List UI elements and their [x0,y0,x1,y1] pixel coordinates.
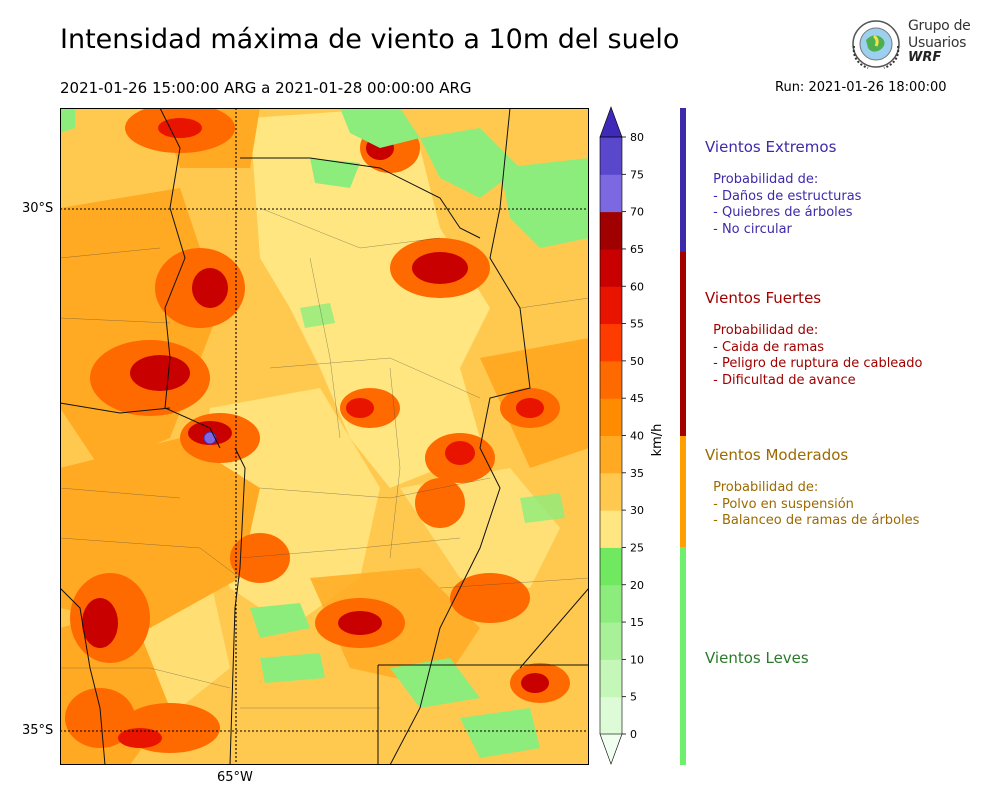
colorbar-extend-low [599,733,623,765]
lon-label-65w: 65°W [217,770,253,785]
desc-line: - Caida de ramas [709,339,825,355]
category-bar-fuertes [680,252,686,436]
colorbar-segment [600,622,622,660]
colorbar-tick-label: 80 [630,131,644,144]
logo-globe-icon [852,20,900,69]
colorbar-segment [600,211,622,250]
colorbar-tick-label: 45 [630,392,644,405]
desc-line: Probabilidad de: [709,172,819,187]
category-bar-moderados [680,436,686,547]
category-desc-extremos: Probabilidad de: - Daños de estructuras … [709,172,861,238]
colorbar-segment [600,286,622,325]
colorbar: 0 5 10 15 20 25 30 35 40 45 50 55 60 65 70 75 80 km/h [599,106,665,765]
colorbar-segment [600,696,622,735]
logo-text-line1: Grupo de [908,18,971,34]
colorbar-tick-label: 30 [630,504,644,517]
colorbar-tick-label: 25 [630,541,644,554]
colorbar-segment [600,137,622,175]
desc-line: - Quiebres de árboles [709,205,853,220]
colorbar-segments [599,106,623,765]
colorbar-segment [600,659,622,698]
colorbar-tick-label: 20 [630,579,644,592]
desc-line: - No circular [709,221,792,237]
lat-label-35s: 35°S [22,723,54,738]
province-borders [60,207,589,709]
lat-label-30s: 30°S [22,201,54,216]
desc-line: - Peligro de ruptura de cableado [709,356,923,371]
map-title: Intensidad máxima de viento a 10m del su… [60,24,680,55]
map-frame [60,108,589,765]
desc-line: - Balanceo de ramas de árboles [709,513,920,528]
category-desc-fuertes: Probabilidad de: - Caida de ramas - Peli… [709,323,922,389]
category-bar-leves [680,547,686,765]
desc-line: Probabilidad de: [709,480,819,495]
colorbar-tick-label: 50 [630,355,644,368]
category-title-leves: Vientos Leves [705,649,809,667]
colorbar-tick-label: 60 [630,280,644,293]
category-desc-moderados: Probabilidad de: - Polvo en suspensión -… [709,480,919,530]
colorbar-segment [600,360,622,399]
colorbar-tick-label: 0 [630,728,637,741]
colorbar-tick-label: 10 [630,653,644,666]
colorbar-tick-label: 55 [630,318,644,331]
colorbar-extend-high [599,106,623,138]
colorbar-segment [600,398,622,436]
colorbar-tick-label: 65 [630,243,644,256]
colorbar-segment [600,584,622,623]
colorbar-unit-label: km/h [650,424,665,457]
category-title-moderados: Vientos Moderados [705,446,849,464]
desc-line: Probabilidad de: [709,323,819,338]
colorbar-segment [600,248,622,287]
category-title-fuertes: Vientos Fuertes [705,289,822,307]
logo-text-line3: WRF [908,50,942,65]
desc-line: - Polvo en suspensión [709,496,854,512]
category-title-extremos: Vientos Extremos [705,138,837,156]
colorbar-tick-label: 15 [630,616,644,629]
colorbar-tick-label: 70 [630,206,644,219]
colorbar-segment [600,174,622,213]
logo-text-line2: Usuarios [908,35,967,51]
desc-line: - Daños de estructuras [709,188,862,204]
wind-field [60,108,589,765]
colorbar-segment [600,510,622,548]
colorbar-segment [600,323,622,362]
colorbar-tick-label: 5 [630,691,637,704]
graticule [60,108,589,765]
run-time: Run: 2021-01-26 18:00:00 [775,80,947,95]
colorbar-segment [600,435,622,474]
forecast-period: 2021-01-26 15:00:00 ARG a 2021-01-28 00:… [60,79,472,97]
desc-line: - Dificultad de avance [709,372,856,388]
category-bar-extremos [680,108,686,252]
wind-map [60,108,589,765]
colorbar-tick-label: 40 [630,430,644,443]
colorbar-segment [600,472,622,511]
colorbar-ticks: 0 5 10 15 20 25 30 35 40 45 50 55 60 65 70 75 80 [622,131,644,741]
colorbar-tick-label: 75 [630,168,644,181]
logo: Grupo de Usuarios WRF [848,16,973,74]
colorbar-tick-label: 35 [630,467,644,480]
colorbar-segment [600,547,622,586]
